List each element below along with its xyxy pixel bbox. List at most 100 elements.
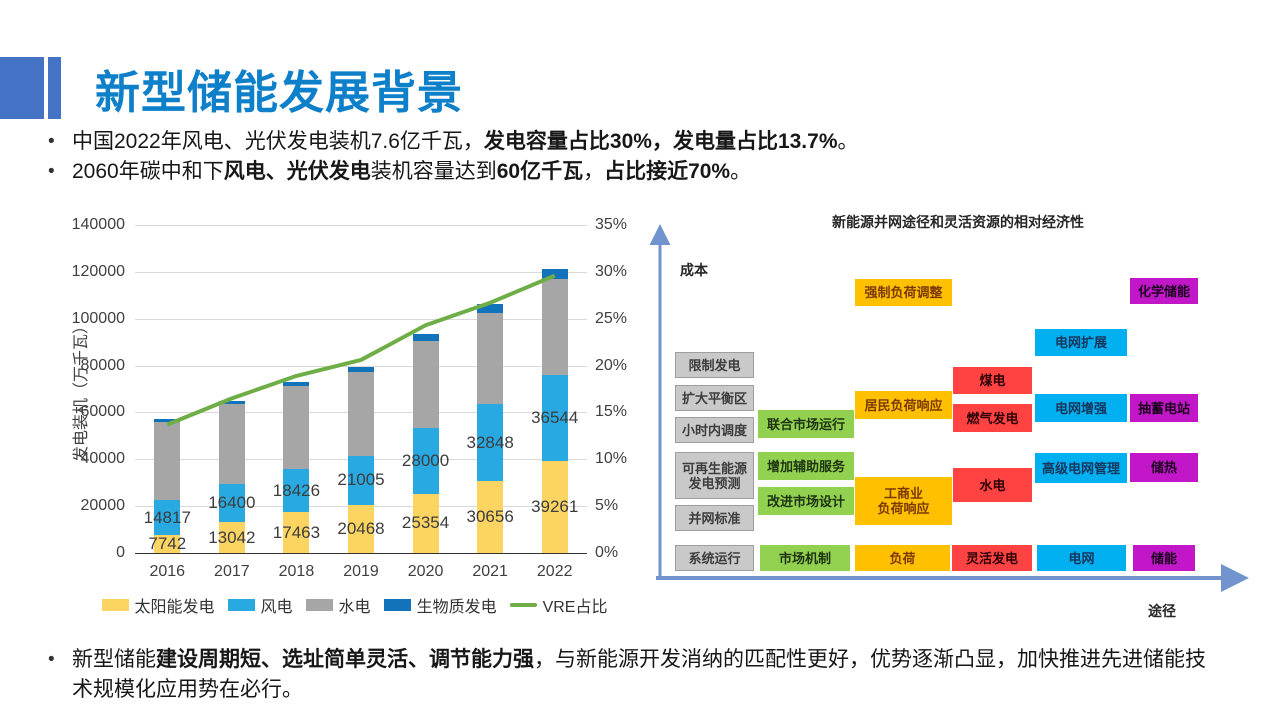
diagram-box-forced-load-adjustment: 强制负荷调整: [855, 279, 952, 306]
diagram-box-curtailment: 限制发电: [675, 352, 754, 378]
bar-value-label: 13042: [208, 527, 256, 547]
capacity-stacked-bar-chart: 0 20000 40000 60000 80000 100000 120000 140000 0…: [62, 205, 647, 630]
bullet-text: 2060年碳中和下: [72, 160, 224, 183]
diagram-box-hdr-load: 负荷: [855, 545, 950, 571]
legend-item: VRE占比: [509, 593, 607, 617]
bar-value-label: 25354: [401, 513, 450, 533]
diagram-box-joint-market: 联合市场运行: [758, 410, 854, 438]
diagram-box-ci-dr: 工商业 负荷响应: [855, 477, 952, 525]
diagram-y-axis-label: 成本: [680, 262, 708, 278]
page-title: 新型储能发展背景: [95, 67, 464, 118]
diagram-box-ancillary-services: 增加辅助服务: [758, 452, 854, 480]
bullet-item: 2060年碳中和下风电、光伏发电装机容量达到60亿千瓦，占比接近70%。: [42, 157, 1252, 187]
bar-segment-3: [154, 419, 181, 423]
gridline: [135, 365, 587, 367]
diagram-title: 新能源并网途径和灵活资源的相对经济性: [832, 214, 1084, 230]
bullet-text: ，与新能源开发消纳的匹配性更好，优势逐渐凸显，加快推进先进储能技术规模化应用势在…: [72, 648, 1206, 701]
diagram-box-chemical-storage: 化学储能: [1130, 278, 1198, 304]
bar-value-label: 16400: [208, 493, 256, 513]
bar-value-label: 28000: [401, 450, 450, 470]
bar-value-label: 7742: [148, 533, 187, 553]
gridline: [135, 271, 587, 273]
x-axis-tick-label: 2019: [343, 563, 379, 580]
bar-segment-1: [412, 427, 439, 494]
y-axis-left-tick-label: 120000: [71, 262, 125, 280]
title-decor-square: [0, 57, 44, 119]
bar-value-label: 39261: [531, 497, 579, 516]
bullet-item: 新型储能建设周期短、选址简单灵活、调节能力强，与新能源开发消纳的匹配性更好，优势…: [42, 645, 1210, 705]
diagram-box-advanced-grid-mgmt: 高级电网管理: [1035, 453, 1127, 483]
bottom-bullet-list: 新型储能建设周期短、选址简单灵活、调节能力强，与新能源开发消纳的匹配性更好，优势…: [42, 645, 1210, 705]
legend-item: 水电: [305, 593, 371, 617]
chart-legend: 太阳能发电 风电 水电 生物质发电 VRE占比: [62, 593, 647, 617]
bar-segment-0: [477, 481, 504, 553]
bullet-text: 风电、光伏发电: [223, 160, 371, 183]
bar-segment-2: [283, 386, 310, 469]
y-axis-left-tick-label: 80000: [80, 356, 126, 374]
legend-swatch: [101, 599, 129, 611]
bar-value-label: 17463: [272, 522, 321, 542]
bullet-text: ，: [583, 160, 605, 183]
legend-label: 风电: [260, 599, 293, 616]
bar-value-label: 21005: [337, 470, 385, 490]
diagram-box-grid-reinforcement: 电网增强: [1035, 394, 1127, 422]
diagram-box-hdr-system: 系统运行: [675, 545, 754, 571]
title-decor-bar: [48, 57, 61, 119]
y-axis-right-tick-label: 0%: [595, 544, 619, 561]
legend-label: 水电: [338, 599, 371, 616]
y-axis-right-tick-label: 25%: [595, 309, 628, 327]
y-axis-left-tick-label: 60000: [80, 403, 126, 421]
bar-segment-2: [218, 404, 245, 484]
diagram-box-hdr-grid: 电网: [1037, 545, 1126, 571]
bar-segment-0: [348, 505, 374, 553]
legend-item: 生物质发电: [383, 593, 497, 617]
bar-segment-0: [283, 512, 310, 553]
bar-segment-1: [283, 468, 310, 513]
y-axis-left-tick-label: 20000: [80, 497, 126, 515]
bar-segment-3: [218, 400, 245, 405]
diagram-box-market-design: 改进市场设计: [758, 487, 854, 515]
legend-item: 风电: [227, 593, 293, 617]
bar-segment-2: [541, 278, 568, 376]
y-axis-right-tick-label: 35%: [595, 216, 628, 233]
vre-share-line: [166, 273, 556, 427]
bar-segment-2: [477, 312, 504, 405]
bar-segment-0: [541, 461, 568, 553]
diagram-box-coal-power: 煤电: [953, 367, 1032, 394]
x-axis-tick-label: 2017: [214, 563, 250, 580]
legend-label: 生物质发电: [416, 599, 497, 616]
bullet-text: 。: [837, 130, 859, 153]
diagram-box-hdr-flexgen: 灵活发电: [952, 545, 1032, 571]
bar-segment-3: [412, 334, 439, 342]
bar-segment-3: [477, 303, 504, 313]
bar-segment-2: [348, 371, 374, 456]
bullet-text: 60亿千瓦: [496, 160, 584, 183]
diagram-box-hydro-power: 水电: [953, 468, 1032, 502]
bullet-text: 发电容量占比30%，发电量占比13.7%: [483, 130, 838, 153]
legend-item: 太阳能发电: [101, 593, 215, 617]
diagram-box-grid-standards: 并网标准: [675, 505, 754, 531]
bar-value-label: 32848: [466, 432, 514, 452]
bar-segment-1: [154, 500, 181, 535]
top-bullet-list: 中国2022年风电、光伏发电装机7.6亿千瓦，发电容量占比30%，发电量占比13…: [42, 127, 1252, 187]
diagram-box-intra-hour-dispatch: 小时内调度: [675, 417, 754, 443]
x-axis-line: [135, 553, 587, 554]
legend-swatch: [305, 599, 333, 611]
bar-segment-1: [541, 375, 568, 461]
legend-swatch: [227, 599, 255, 611]
bar-segment-2: [154, 422, 181, 501]
y-axis-right-tick-label: 15%: [595, 403, 628, 421]
bar-value-label: 30656: [466, 507, 514, 527]
bullet-text: 装机容量达到: [370, 160, 497, 183]
y-axis-left-tick-label: 100000: [71, 309, 125, 327]
y-axis-right-tick-label: 5%: [595, 497, 619, 515]
bullet-text: 占比接近70%: [604, 160, 731, 183]
bar-segment-2: [412, 341, 439, 428]
bar-segment-3: [348, 366, 374, 372]
x-axis-tick-label: 2016: [149, 563, 186, 580]
bar-segment-0: [154, 534, 181, 553]
bar-segment-1: [218, 484, 245, 523]
bar-segment-1: [477, 404, 504, 482]
bullet-item: 中国2022年风电、光伏发电装机7.6亿千瓦，发电容量占比30%，发电量占比13…: [42, 127, 1252, 157]
diagram-axes: [649, 224, 1249, 592]
